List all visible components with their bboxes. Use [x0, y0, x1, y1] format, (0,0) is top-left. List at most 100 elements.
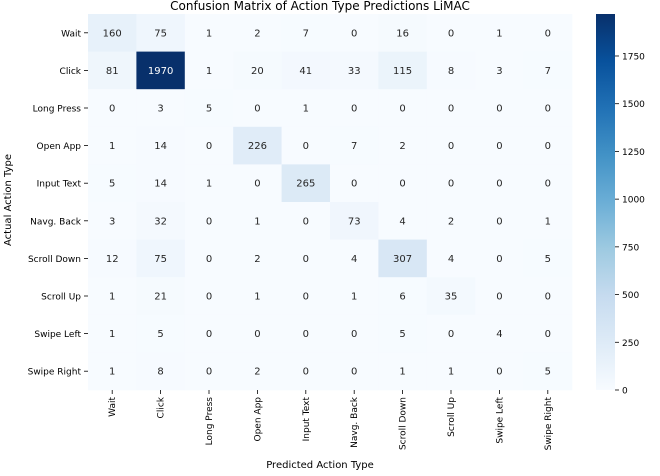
heatmap-cell	[88, 14, 137, 52]
cell-value-label: 16	[396, 28, 409, 39]
cell-value-label: 0	[448, 104, 454, 115]
heatmap-cell	[523, 14, 573, 52]
heatmap-cell	[330, 202, 379, 240]
heatmap-cell	[426, 239, 476, 278]
cell-value-label: 33	[348, 66, 361, 77]
cell-value-label: 4	[399, 216, 405, 227]
colorbar-tick-label: 1750	[622, 52, 645, 62]
heatmap-cell	[136, 164, 186, 203]
heatmap-cell	[426, 51, 476, 90]
heatmap-cell	[475, 164, 524, 203]
cell-value-label: 0	[448, 141, 454, 152]
cell-value-label: 1	[351, 292, 357, 303]
heatmap-cell	[475, 126, 524, 165]
cell-value-label: 2	[448, 216, 454, 227]
cell-value-label: 1	[206, 179, 212, 190]
heatmap-cell	[523, 277, 573, 316]
heatmap-cell	[136, 202, 186, 240]
cell-value-label: 5	[545, 367, 551, 378]
cell-value-label: 1	[109, 292, 115, 303]
heatmap-cell	[233, 277, 282, 316]
cell-value-label: 1	[109, 141, 115, 152]
cell-value-label: 14	[154, 141, 167, 152]
cell-value-label: 81	[106, 66, 119, 77]
cell-value-label: 6	[399, 292, 405, 303]
heatmap-cell	[523, 202, 573, 240]
heatmap-cell	[426, 352, 476, 391]
heatmap-cell	[330, 51, 379, 90]
heatmap-cell	[233, 202, 282, 240]
cell-value-label: 226	[248, 141, 267, 152]
y-tick-label: Navg. Back	[30, 217, 82, 227]
heatmap-cell	[330, 352, 379, 391]
cell-value-label: 7	[351, 141, 357, 152]
heatmap-cell	[378, 277, 428, 316]
x-tick-label: Scroll Down	[399, 397, 409, 450]
heatmap-cell	[281, 277, 331, 316]
cell-value-label: 0	[206, 367, 212, 378]
cell-value-label: 5	[399, 329, 405, 340]
cell-value-label: 265	[296, 179, 315, 190]
cell-value-label: 3	[109, 216, 115, 227]
cell-value-label: 0	[303, 216, 309, 227]
heatmap-cell	[475, 202, 524, 240]
heatmap-cell	[426, 126, 476, 165]
cell-value-label: 0	[496, 367, 502, 378]
y-tick-label: Long Press	[33, 105, 82, 115]
heatmap-cell	[330, 277, 379, 316]
y-tick-label: Input Text	[37, 180, 82, 190]
heatmap-cell	[233, 89, 282, 128]
cell-value-label: 0	[206, 292, 212, 303]
heatmap-cell	[281, 239, 331, 278]
heatmap-cell	[475, 239, 524, 278]
cell-value-label: 20	[251, 66, 264, 77]
heatmap-cell	[330, 239, 379, 278]
heatmap-cell	[184, 314, 234, 353]
cell-value-label: 0	[206, 216, 212, 227]
y-tick-label: Click	[60, 67, 82, 77]
cell-value-label: 3	[496, 66, 502, 77]
colorbar-tick-label: 750	[622, 243, 639, 253]
heatmap-cell	[233, 14, 282, 52]
cell-value-label: 0	[545, 104, 551, 115]
y-tick-label: Swipe Right	[28, 368, 82, 378]
cell-value-label: 5	[545, 254, 551, 265]
x-tick-labels: Wait Click Long Press Open App Input Text Nav…	[108, 390, 554, 450]
cell-value-label: 5	[157, 329, 163, 340]
x-tick-label: Scroll Up	[447, 397, 457, 437]
cell-value-label: 0	[496, 104, 502, 115]
heatmap-cell	[330, 126, 379, 165]
y-tick-labels: Wait Click Long Press Open App Input Text Nav…	[28, 29, 88, 378]
colorbar-ticks: 0 250 500 750 1000 1250 1500 1750	[615, 52, 645, 397]
cell-value-label: 115	[393, 66, 412, 77]
y-tick-label: Open App	[37, 142, 82, 152]
heatmap-cell	[88, 239, 137, 278]
cell-value-label: 0	[496, 292, 502, 303]
heatmap-cell	[136, 14, 186, 52]
cell-value-label: 1970	[148, 66, 173, 77]
heatmap-cell	[378, 126, 428, 165]
heatmap-cell	[281, 202, 331, 240]
cell-value-label: 73	[348, 216, 361, 227]
cell-value-label: 5	[109, 179, 115, 190]
cell-value-label: 0	[496, 179, 502, 190]
heatmap-cell	[233, 239, 282, 278]
heatmap-cell	[330, 164, 379, 203]
cell-value-label: 0	[399, 179, 405, 190]
heatmap-cell	[233, 126, 282, 165]
heatmap-cell	[281, 352, 331, 391]
x-tick-label: Click	[157, 396, 167, 418]
heatmap-cell	[281, 164, 331, 203]
cell-value-label: 8	[448, 66, 454, 77]
cell-value-label: 0	[303, 329, 309, 340]
heatmap-cell	[378, 14, 428, 52]
cell-value-label: 2	[254, 367, 260, 378]
heatmap-cell	[330, 14, 379, 52]
x-tick-label: Open App	[253, 397, 263, 442]
cell-value-label: 0	[545, 329, 551, 340]
heatmap-cell	[233, 314, 282, 353]
heatmap-cell	[136, 126, 186, 165]
heatmap-cell	[426, 202, 476, 240]
cell-value-label: 0	[545, 292, 551, 303]
y-axis-label: Actual Action Type	[3, 154, 14, 246]
